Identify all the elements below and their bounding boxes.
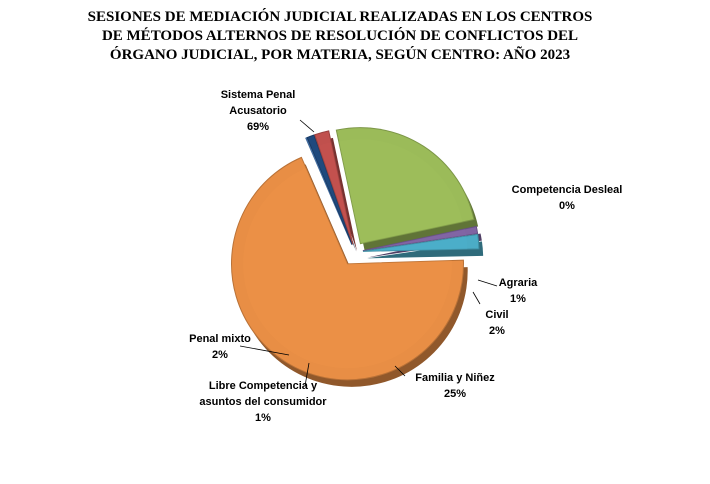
pie-slice-6 <box>362 225 479 252</box>
pie-slice-4 <box>314 130 354 245</box>
slice-label-6: Libre Competencia y asuntos del consumido… <box>199 380 327 424</box>
slice-percent-label: 2% <box>489 325 505 337</box>
pie-slice-bevel-5 <box>338 139 463 244</box>
leader-line-1 <box>299 119 315 133</box>
chart-title: SESIONES DE MEDIACIÓN JUDICIAL REALIZADA… <box>0 8 680 65</box>
pie-slices <box>231 127 484 387</box>
slice-name-label: Civil <box>485 309 508 321</box>
pie-slice-5 <box>335 127 475 245</box>
slice-label-7: Penal mixto 2% <box>189 333 251 361</box>
pie-slice-bevel-2 <box>310 148 352 245</box>
leader-line-5 <box>394 365 406 377</box>
chart-title-line-3: ÓRGANO JUDICIAL, POR MATERIA, SEGÚN CENT… <box>109 47 571 63</box>
pie-slice-3 <box>306 134 353 245</box>
slice-label-2: Competencia Desleal 0% <box>512 184 623 212</box>
slice-name-label: asuntos del consumidor <box>199 396 327 408</box>
slice-label-3: Agraria 1% <box>499 277 538 305</box>
pie-slice-bevel-6 <box>362 228 467 251</box>
chart-title-line-1: SESIONES DE MEDIACIÓN JUDICIAL REALIZADA… <box>87 9 593 25</box>
pie-slice-bevel-1 <box>243 168 452 369</box>
slice-name-label: Familia y Niñez <box>415 372 495 384</box>
pie-slice-bevel-7 <box>362 236 468 252</box>
slice-label-5: Familia y Niñez 25% <box>415 372 495 400</box>
leader-line-3 <box>477 279 498 287</box>
slice-percent-label: 1% <box>255 412 271 424</box>
slice-percent-label: 0% <box>559 200 575 212</box>
slice-label-1: Sistema Penal Acusatorio 69% <box>221 89 296 133</box>
slice-name-label: Sistema Penal <box>221 89 296 101</box>
slice-percent-label: 25% <box>444 388 466 400</box>
pie-slice-bevel-3 <box>311 145 353 245</box>
slice-percent-label: 69% <box>247 121 269 133</box>
slice-percent-label: 1% <box>510 293 526 305</box>
pie-slice-1 <box>231 156 464 381</box>
slice-percent-label: 2% <box>212 349 228 361</box>
leader-lines <box>239 119 498 387</box>
pie-slice-7 <box>362 233 480 252</box>
slice-name-label: Acusatorio <box>229 105 287 117</box>
leader-line-4 <box>472 291 481 305</box>
slice-labels: Sistema Penal Acusatorio 69% Competencia De… <box>189 89 622 424</box>
slice-label-4: Civil 2% <box>485 309 508 337</box>
leader-line-6 <box>304 362 310 387</box>
slice-name-label: Libre Competencia y <box>209 380 318 392</box>
slice-name-label: Competencia Desleal <box>512 184 623 196</box>
pie-slice-bevel-4 <box>318 142 353 245</box>
leader-line-7 <box>239 345 290 356</box>
slice-name-label: Agraria <box>499 277 538 289</box>
chart-title-line-2: DE MÉTODOS ALTERNOS DE RESOLUCIÓN DE CON… <box>101 28 579 44</box>
slice-name-label: Penal mixto <box>189 333 251 345</box>
